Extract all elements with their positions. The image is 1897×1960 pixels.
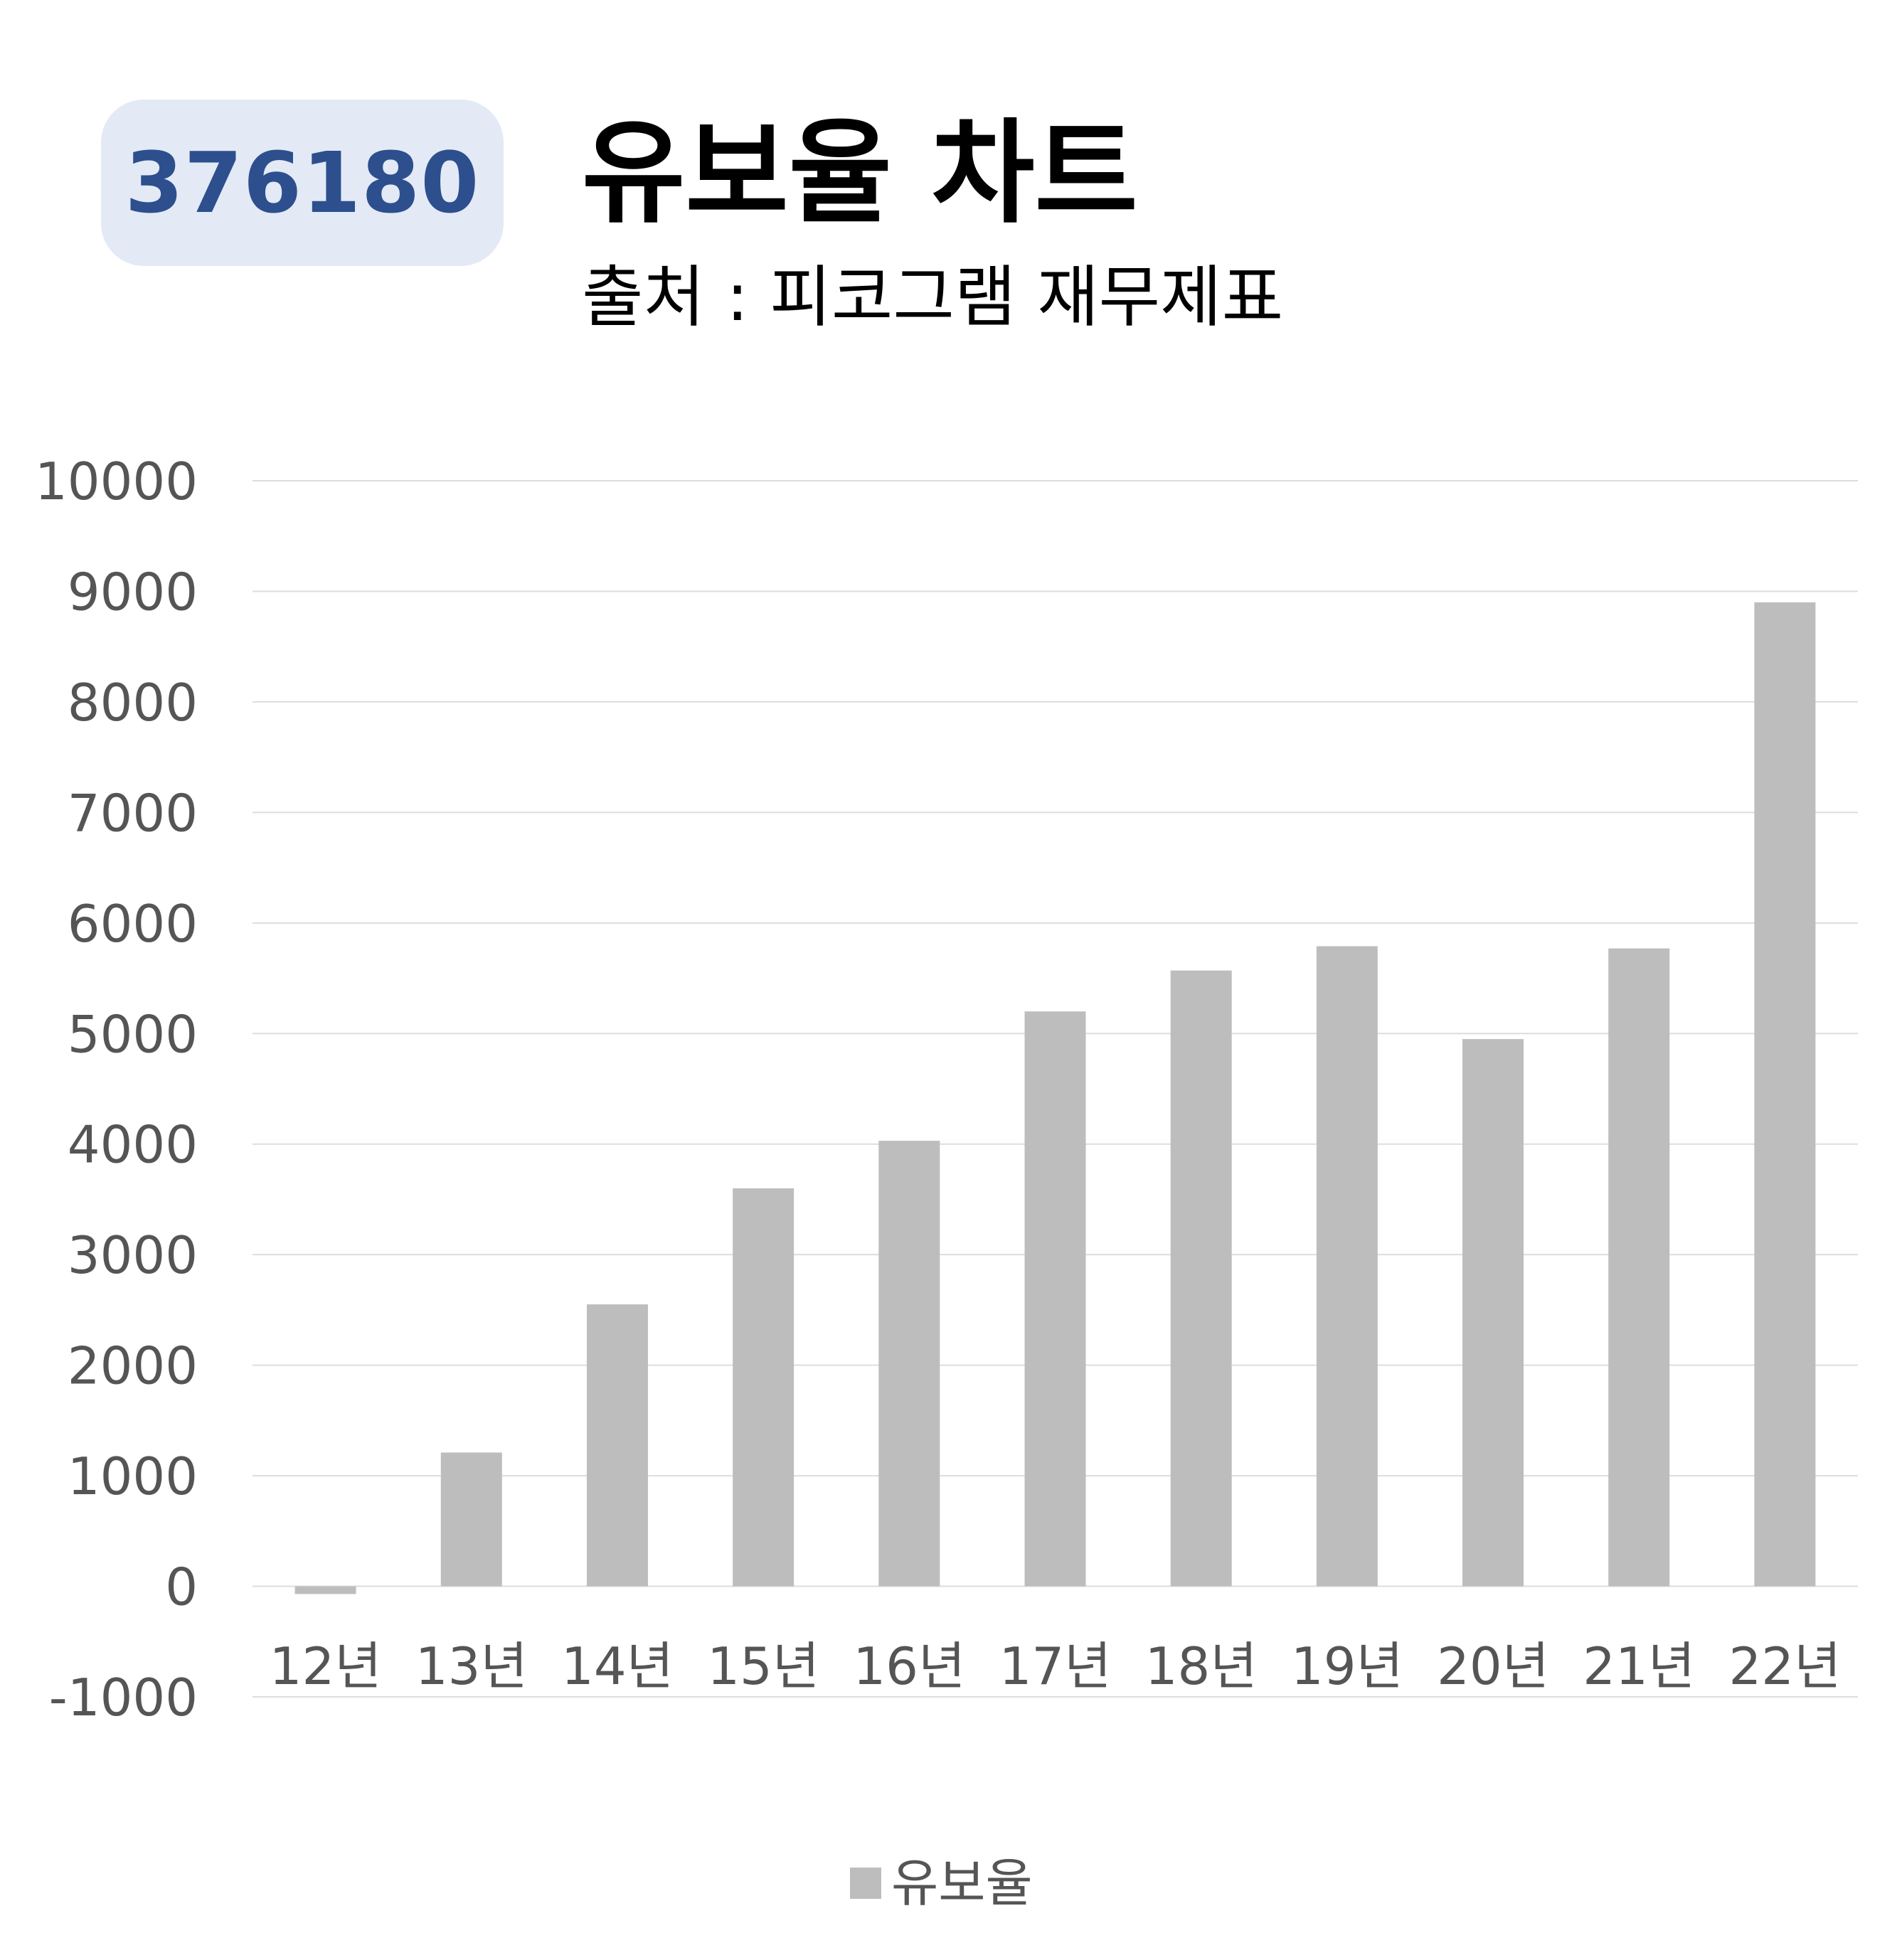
x-tick-label: 19년: [1291, 1636, 1403, 1696]
bar: [1754, 602, 1816, 1587]
chart-subtitle: 출처 : 피코그램 재무제표: [582, 259, 1284, 336]
y-tick-label: 10000: [35, 452, 198, 511]
bar: [1170, 970, 1232, 1587]
bars: [294, 602, 1816, 1594]
y-tick-label: 5000: [68, 1004, 198, 1064]
chart-title: 유보율 차트: [582, 108, 1138, 239]
x-tick-label: 13년: [415, 1636, 528, 1696]
bar: [1024, 1011, 1086, 1587]
stock-code-badge: 376180: [101, 100, 504, 266]
legend-swatch: [850, 1868, 881, 1899]
bar: [878, 1141, 940, 1587]
y-tick-label: 4000: [68, 1115, 198, 1175]
x-tick-label: 12년: [270, 1636, 382, 1696]
legend-label: 유보율: [891, 1853, 1033, 1913]
x-tick-label: 15년: [707, 1636, 819, 1696]
legend: 유보율: [850, 1858, 1033, 1909]
bar: [1462, 1039, 1524, 1587]
bar: [440, 1452, 502, 1587]
bar: [294, 1586, 356, 1594]
bar: [1608, 948, 1670, 1587]
y-tick-label: 2000: [68, 1336, 198, 1396]
x-tick-label: 21년: [1583, 1636, 1695, 1696]
x-axis-ticks: 12년 13년 14년 15년 16년 17년 18년 19년 20년 21년 22년: [270, 1636, 1842, 1696]
stock-code: 376180: [124, 134, 480, 232]
y-tick-label: 6000: [68, 894, 198, 954]
x-tick-label: 18년: [1145, 1636, 1258, 1696]
y-tick-label: 9000: [68, 562, 198, 622]
bar: [733, 1188, 795, 1587]
y-tick-label: -1000: [49, 1668, 198, 1727]
x-tick-label: 22년: [1728, 1636, 1841, 1696]
x-tick-label: 14년: [561, 1636, 674, 1696]
bar: [586, 1304, 648, 1587]
x-tick-label: 17년: [999, 1636, 1112, 1696]
y-tick-label: 0: [165, 1557, 198, 1617]
bar: [1316, 946, 1378, 1587]
x-tick-label: 16년: [853, 1636, 965, 1696]
y-tick-label: 7000: [68, 783, 198, 843]
y-axis-ticks: 1000090008000700060005000400030002000100…: [35, 452, 198, 1727]
y-tick-label: 8000: [68, 673, 198, 733]
x-tick-label: 20년: [1437, 1636, 1549, 1696]
y-tick-label: 3000: [68, 1225, 198, 1285]
y-tick-label: 1000: [68, 1447, 198, 1506]
